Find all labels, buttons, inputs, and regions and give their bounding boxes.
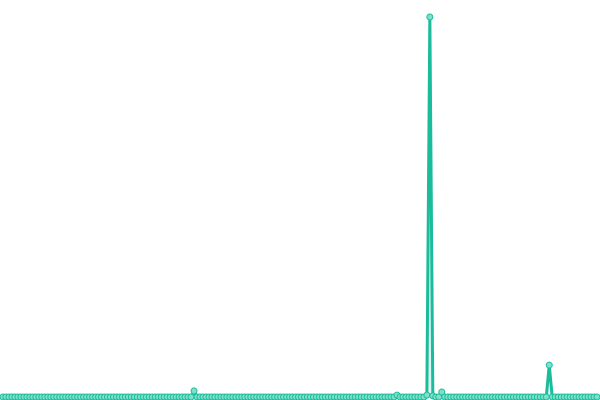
- point: [187, 393, 195, 400]
- point: [423, 391, 431, 399]
- point: [545, 361, 553, 369]
- point: [542, 393, 550, 400]
- area: [3, 17, 597, 397]
- point: [190, 387, 198, 395]
- point: [426, 13, 434, 21]
- point: [593, 393, 600, 400]
- point: [438, 388, 446, 396]
- line: [3, 15, 597, 399]
